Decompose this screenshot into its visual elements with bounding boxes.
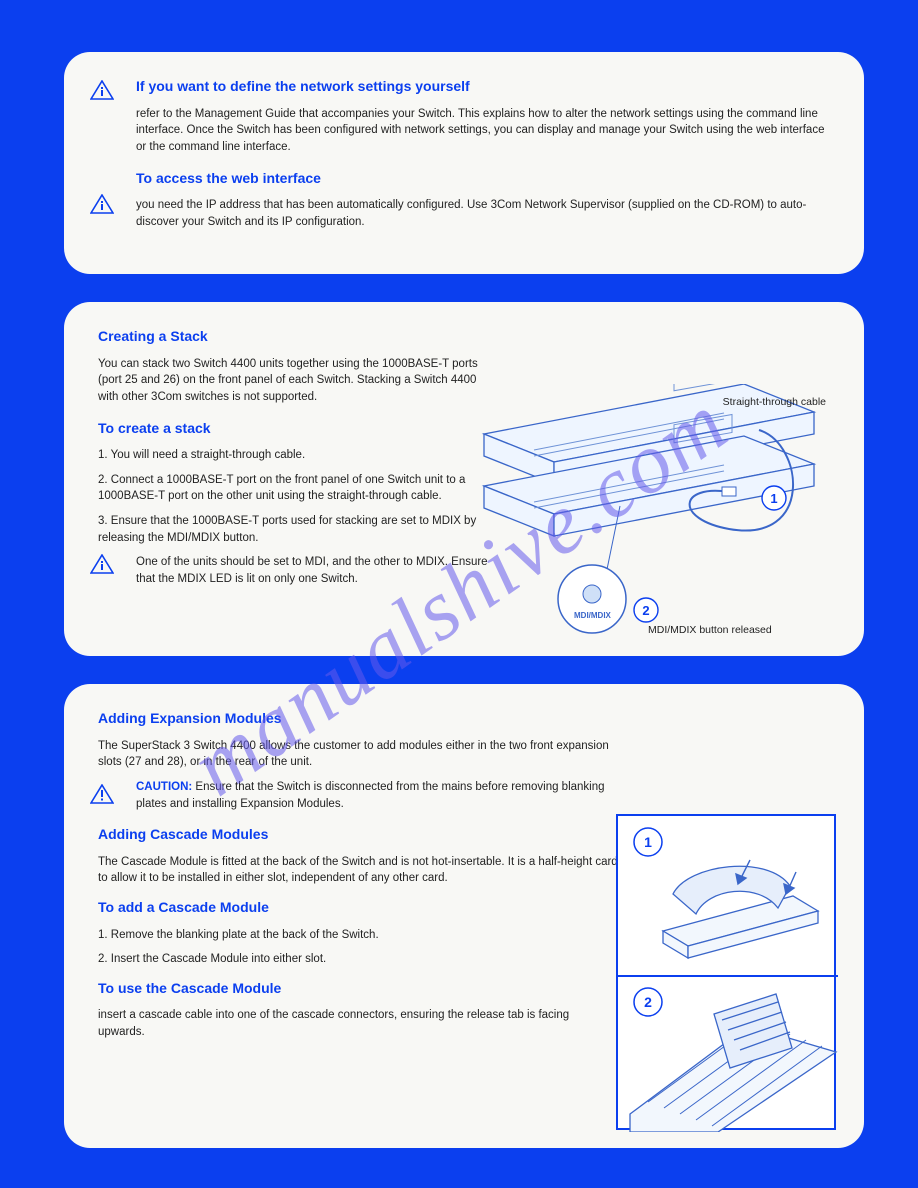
panel2-block1-body: You can stack two Switch 4400 units toge…	[98, 356, 498, 406]
panel3-caution: CAUTION: Ensure that the Switch is disco…	[136, 779, 636, 812]
panel2-block2-heading: To create a stack	[98, 420, 498, 438]
panel-stack: Creating a Stack You can stack two Switc…	[64, 302, 864, 656]
svg-text:1: 1	[644, 834, 652, 850]
info-icon	[90, 80, 114, 100]
svg-text:2: 2	[644, 994, 652, 1010]
warning-icon	[90, 784, 114, 804]
panel2-block1-heading: Creating a Stack	[98, 328, 498, 346]
step-text: 1. You will need a straight-through cabl…	[98, 447, 498, 464]
info-icon	[90, 194, 114, 214]
info-icon	[90, 554, 114, 574]
step-text: 1. Remove the blanking plate at the back…	[98, 927, 618, 944]
panel-network-settings: If you want to define the network settin…	[64, 52, 864, 274]
caution-label: CAUTION:	[136, 781, 192, 793]
panel3-block3-heading: To add a Cascade Module	[98, 899, 618, 917]
panel-expansion: Adding Expansion Modules The SuperStack …	[64, 684, 864, 1148]
panel1-block1-heading: If you want to define the network settin…	[136, 78, 830, 96]
figure-caption: MDI/MDIX button released	[648, 624, 772, 636]
svg-text:2: 2	[642, 603, 649, 618]
figure-module: 1 2	[616, 814, 836, 1130]
caution-text: Ensure that the Switch is disconnected f…	[136, 781, 605, 810]
figure-stack: MDI/MDIX 1 2 Straight-through cable MDI/…	[474, 384, 834, 634]
panel3-block4-body: insert a cascade cable into one of the c…	[98, 1007, 618, 1040]
step-text: 2. Connect a 1000BASE-T port on the fron…	[98, 472, 498, 505]
panel3-block2-body: The Cascade Module is fitted at the back…	[98, 854, 618, 887]
svg-text:MDI/MDIX: MDI/MDIX	[574, 611, 612, 620]
panel3-block3-body: 1. Remove the blanking plate at the back…	[98, 927, 618, 968]
panel1-block1-body: refer to the Management Guide that accom…	[136, 106, 830, 156]
panel3-block4-heading: To use the Cascade Module	[98, 980, 618, 998]
panel2-block2-body: 1. You will need a straight-through cabl…	[98, 447, 498, 546]
panel3-block1-body: The SuperStack 3 Switch 4400 allows the …	[98, 738, 618, 771]
panel2-note: One of the units should be set to MDI, a…	[136, 554, 496, 587]
panel1-block2-heading: To access the web interface	[136, 170, 830, 188]
step-text: 3. Ensure that the 1000BASE-T ports used…	[98, 513, 498, 546]
svg-text:1: 1	[770, 491, 777, 506]
panel3-block1-heading: Adding Expansion Modules	[98, 710, 618, 728]
figure-caption: Straight-through cable	[723, 396, 826, 408]
step-text: 2. Insert the Cascade Module into either…	[98, 951, 618, 968]
panel3-block2-heading: Adding Cascade Modules	[98, 826, 618, 844]
panel1-block2-body: you need the IP address that has been au…	[136, 197, 830, 230]
